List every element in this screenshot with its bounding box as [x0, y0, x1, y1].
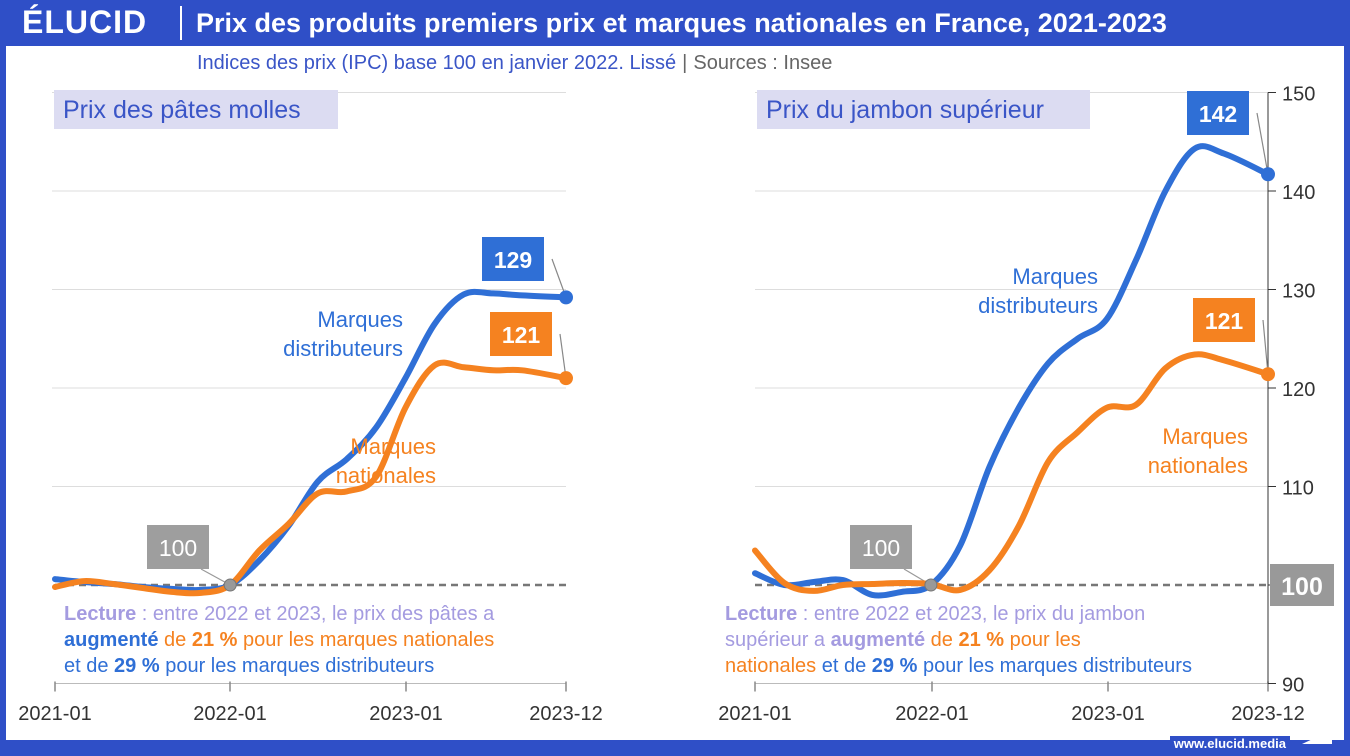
lecture-line-2-part: pour les marques nationales [237, 629, 494, 651]
lecture-line-3-part: nationales [725, 655, 816, 677]
lecture-line-2-part: 21 % [192, 629, 238, 651]
end-label-leader [1256, 112, 1269, 175]
x-tick-label: 2022-01 [895, 703, 968, 725]
lecture-line-3-part: pour les marques distributeurs [160, 655, 435, 677]
series-line-distributeurs [752, 143, 1271, 599]
chart-panel-1: 2021-01 2022-01 2023-01 2023-12 Prix des pât… [18, 90, 603, 725]
y-tick-label: 120 [1282, 379, 1315, 401]
ref-label-text: 100 [862, 535, 900, 561]
end-label-text: 121 [1205, 308, 1244, 334]
y-tick-label: 150 [1282, 84, 1315, 106]
chart-subtitle: Indices des prix (IPC) base 100 en janvi… [197, 52, 832, 75]
right-border [1344, 46, 1350, 742]
end-label-badge [490, 312, 552, 356]
lecture-line-2-part: augmenté [64, 629, 158, 651]
x-tick-label: 2021-01 [18, 703, 91, 725]
source-text: Sources : Insee [693, 52, 833, 74]
lecture-line-2-part: supérieur a [725, 629, 831, 651]
x-tick-label: 2023-01 [369, 703, 442, 725]
lecture-line-1-part: Lecture [725, 603, 797, 625]
end-label-text: 142 [1199, 101, 1237, 127]
series-label: Marques [317, 307, 403, 332]
brand-logo: ÉLUCID [22, 4, 148, 40]
lecture-line-3: et de 29 % pour les marques distributeur… [64, 655, 434, 677]
base-marker [924, 578, 938, 592]
end-dot [559, 371, 573, 386]
y-tick-label: 130 [1282, 281, 1315, 303]
end-label-text: 121 [502, 322, 541, 348]
lecture-line-2-part: de [925, 629, 958, 651]
y-ref-badge [1270, 564, 1334, 606]
subtitle-separator: | [682, 52, 688, 74]
subtitle-text: Indices des prix (IPC) base 100 en janvi… [197, 52, 677, 74]
footer-logo-mark [1302, 730, 1332, 744]
lecture-line-3-part: et de [816, 655, 872, 677]
lecture-line-2: augmenté de 21 % pour les marques nation… [64, 629, 494, 651]
end-label-leader [559, 333, 567, 379]
end-label-badge [1187, 91, 1249, 135]
end-dot [1261, 367, 1275, 382]
chart-panel-2: 2021-01 2022-01 2023-01 2023-12 90 110 120 130 1… [718, 84, 1334, 725]
header-divider [180, 6, 182, 40]
footer-bar [0, 740, 1350, 756]
series-label: Marques [1012, 264, 1098, 289]
header-bar: ÉLUCID Prix des produits premiers prix e… [0, 0, 1350, 46]
lecture-line-1-part: Lecture [64, 603, 136, 625]
base-marker [223, 578, 237, 592]
ref-label-badge [147, 525, 209, 569]
lecture-line-3-part: 29 % [114, 655, 160, 677]
ref-label-badge [850, 525, 912, 569]
x-tick-label: 2023-12 [529, 703, 602, 725]
lecture-line-3-part: et de [64, 655, 114, 677]
series-label: distributeurs [283, 336, 403, 361]
ref-label-text: 100 [159, 535, 197, 561]
end-label-text: 129 [494, 247, 532, 273]
panel-title: Prix des pâtes molles [63, 96, 301, 124]
lecture-line-3-part: 29 % [872, 655, 918, 677]
x-tick-label: 2023-12 [1231, 703, 1304, 725]
lecture-line-2-part: 21 % [958, 629, 1004, 651]
series-line-nationales [752, 351, 1271, 594]
lecture-line-1: Lecture : entre 2022 et 2023, le prix de… [64, 603, 495, 625]
lecture-line-1-part: : entre 2022 et 2023, le prix du jambon [797, 603, 1145, 625]
lecture-line-2-part: pour les [1004, 629, 1081, 651]
x-tick-label: 2023-01 [1071, 703, 1144, 725]
panel-title: Prix du jambon supérieur [766, 96, 1044, 124]
end-dot [1261, 167, 1275, 182]
footer-url[interactable]: www.elucid.media [1169, 736, 1290, 751]
series-label: Marques [350, 434, 436, 459]
lecture-line-2-part: de [158, 629, 191, 651]
series-label: distributeurs [978, 293, 1098, 318]
lecture-line-1: Lecture : entre 2022 et 2023, le prix du… [725, 603, 1145, 625]
end-label-badge [482, 237, 544, 281]
chart-title: Prix des produits premiers prix et marqu… [196, 8, 1167, 38]
series-label: nationales [1148, 453, 1248, 478]
panel-title-bg [757, 90, 1090, 129]
y-ref-badge-label: 100 [1281, 573, 1323, 601]
series-label: Marques [1162, 424, 1248, 449]
end-label-badge [1193, 298, 1255, 342]
series-label: nationales [336, 463, 436, 488]
end-label-leader [1262, 319, 1269, 375]
lecture-line-3-part: pour les marques distributeurs [917, 655, 1192, 677]
lecture-line-2: supérieur a augmenté de 21 % pour les [725, 629, 1081, 651]
x-tick-label: 2021-01 [718, 703, 791, 725]
y-tick-label: 110 [1282, 478, 1314, 500]
left-border [0, 46, 6, 742]
y-tick-label: 90 [1282, 675, 1304, 697]
lecture-line-3: nationales et de 29 % pour les marques d… [725, 655, 1192, 677]
x-tick-label: 2022-01 [193, 703, 266, 725]
series-line-nationales [52, 359, 569, 597]
y-tick-label: 140 [1282, 182, 1315, 204]
end-dot [559, 290, 573, 305]
panel-title-bg [54, 90, 338, 129]
lecture-line-2-part: augmenté [831, 629, 925, 651]
lecture-line-1-part: : entre 2022 et 2023, le prix des pâtes … [136, 603, 495, 625]
